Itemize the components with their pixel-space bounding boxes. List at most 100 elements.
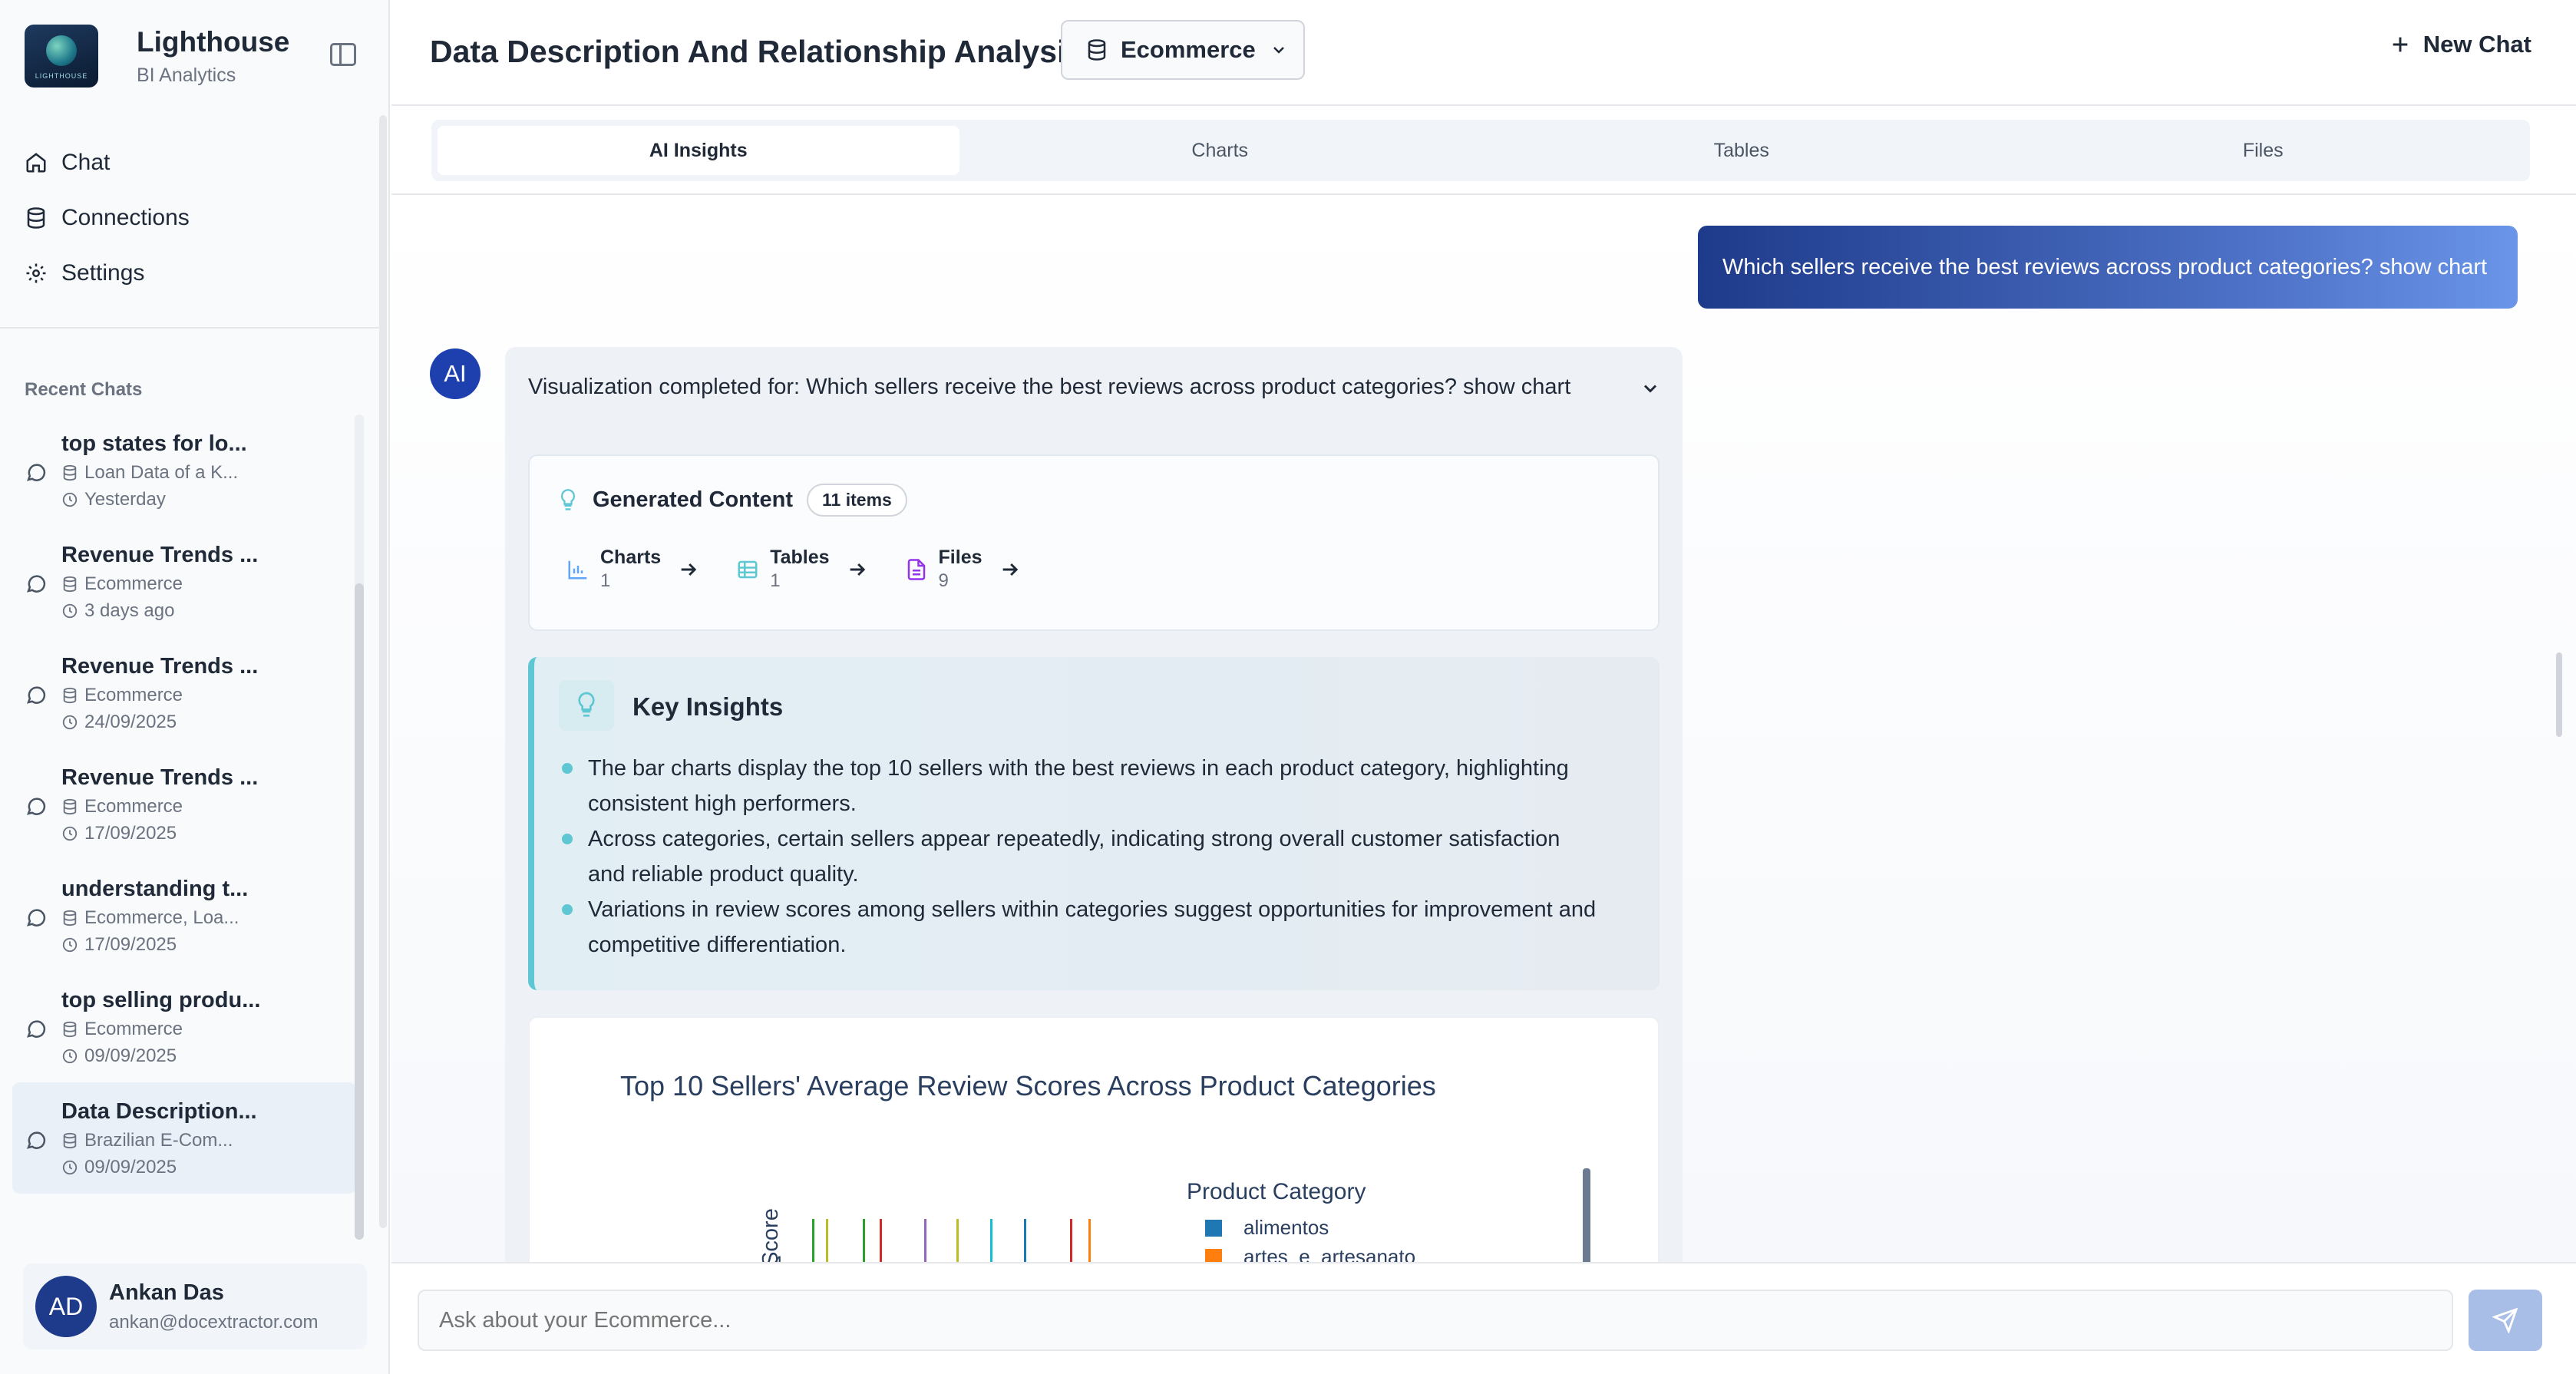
generated-item-name: Charts bbox=[600, 547, 662, 568]
send-button[interactable] bbox=[2469, 1290, 2542, 1351]
generated-tables-link[interactable]: Tables 1 bbox=[736, 547, 867, 592]
main-nav: Chat Connections Settings bbox=[25, 135, 190, 301]
recent-chat-source: Brazilian E-Com... bbox=[84, 1130, 233, 1151]
bar-mark[interactable] bbox=[1070, 1219, 1072, 1262]
recent-chat-source: Ecommerce, Loa... bbox=[84, 907, 239, 928]
chart-panel: Top 10 Sellers' Average Review Scores Ac… bbox=[528, 1016, 1660, 1262]
recent-chat-time: 17/09/2025 bbox=[84, 823, 177, 844]
recent-chat-source: Ecommerce bbox=[84, 573, 183, 594]
chevron-down-icon bbox=[1273, 47, 1284, 54]
arrow-right-icon bbox=[1002, 563, 1018, 576]
recent-chat-item[interactable]: Revenue Trends ... Ecommerce 17/09/2025 bbox=[12, 748, 356, 860]
recent-chat-time: 24/09/2025 bbox=[84, 712, 177, 732]
database-icon bbox=[27, 207, 45, 229]
database-icon bbox=[63, 1132, 77, 1149]
new-chat-button[interactable]: New Chat bbox=[2389, 31, 2531, 58]
clock-icon bbox=[62, 1160, 78, 1175]
nav-item-chat[interactable]: Chat bbox=[25, 135, 190, 190]
message-icon bbox=[26, 1131, 46, 1149]
brand-subtitle: BI Analytics bbox=[137, 64, 236, 86]
lightbulb-icon bbox=[560, 488, 576, 510]
page-title: Data Description And Relationship Analys… bbox=[430, 34, 1084, 69]
recent-chat-item[interactable]: Revenue Trends ... Ecommerce 3 days ago bbox=[12, 526, 356, 637]
bar-chart-icon bbox=[568, 560, 587, 579]
recent-list-scroll-thumb[interactable] bbox=[355, 583, 364, 1240]
recent-chat-item-active[interactable]: Data Description... Brazilian E-Com... 0… bbox=[12, 1082, 356, 1194]
legend-item[interactable]: alimentos bbox=[1205, 1216, 1329, 1240]
message-icon bbox=[26, 1020, 46, 1038]
clock-icon bbox=[62, 937, 78, 953]
bar-mark[interactable] bbox=[1088, 1219, 1091, 1262]
generated-item-count: 1 bbox=[600, 570, 611, 591]
sidebar-scrollbar[interactable] bbox=[379, 115, 387, 1228]
recent-chat-time: 17/09/2025 bbox=[84, 934, 177, 955]
recent-chat-source: Ecommerce bbox=[84, 796, 183, 817]
ai-response-header[interactable]: Visualization completed for: Which selle… bbox=[528, 375, 1571, 399]
database-select-label: Ecommerce bbox=[1121, 36, 1256, 63]
tab-charts[interactable]: Charts bbox=[1191, 139, 1249, 161]
top-header: Data Description And Relationship Analys… bbox=[391, 0, 2576, 106]
legend-scrollbar[interactable] bbox=[1583, 1168, 1590, 1262]
database-select[interactable]: Ecommerce bbox=[1061, 20, 1305, 80]
tab-ai-insights[interactable]: AI Insights bbox=[438, 126, 959, 175]
bar-chart bbox=[812, 1219, 1091, 1262]
user-profile[interactable]: AD Ankan Das ankan@docextractor.com bbox=[23, 1263, 367, 1349]
brand-title: Lighthouse bbox=[137, 25, 290, 58]
recent-chats-title: Recent Chats bbox=[25, 379, 143, 400]
new-chat-label: New Chat bbox=[2422, 31, 2531, 58]
tab-files[interactable]: Files bbox=[2242, 139, 2284, 161]
clock-icon bbox=[62, 826, 78, 841]
recent-chat-item[interactable]: top selling produ... Ecommerce 09/09/202… bbox=[12, 971, 356, 1082]
message-icon bbox=[26, 909, 46, 926]
generated-files-link[interactable]: Files 9 bbox=[905, 547, 1021, 592]
bar-mark[interactable] bbox=[812, 1219, 814, 1262]
lightbulb-icon bbox=[578, 692, 595, 717]
message-icon bbox=[26, 798, 46, 815]
brand-logo-text: LIGHTHOUSE bbox=[35, 72, 88, 80]
content-scrollbar[interactable] bbox=[2556, 652, 2562, 737]
recent-chat-title: understanding t... bbox=[61, 877, 249, 901]
bar-mark[interactable] bbox=[863, 1219, 865, 1262]
sidebar: LIGHTHOUSE Lighthouse BI Analytics Chat … bbox=[0, 0, 390, 1374]
ai-response-card: Visualization completed for: Which selle… bbox=[505, 347, 1683, 1262]
insight-item: Across categories, certain sellers appea… bbox=[559, 821, 1603, 892]
legend-label: artes_e_artesanato bbox=[1243, 1245, 1416, 1262]
recent-chat-title: top states for lo... bbox=[61, 431, 247, 456]
arrow-right-icon bbox=[850, 563, 865, 576]
clock-icon bbox=[62, 603, 78, 619]
message-icon bbox=[26, 686, 46, 704]
recent-chat-item[interactable]: top states for lo... Loan Data of a K...… bbox=[12, 415, 356, 526]
tabs-divider bbox=[391, 193, 2576, 195]
chevron-down-icon[interactable] bbox=[1640, 378, 1661, 399]
sidebar-toggle-icon[interactable] bbox=[330, 43, 356, 66]
message-icon bbox=[26, 464, 46, 481]
legend-item[interactable]: artes_e_artesanato bbox=[1205, 1245, 1415, 1262]
nav-item-settings[interactable]: Settings bbox=[25, 246, 190, 301]
bar-mark[interactable] bbox=[826, 1219, 828, 1262]
recent-chat-title: top selling produ... bbox=[61, 988, 261, 1012]
legend-swatch bbox=[1205, 1248, 1222, 1262]
home-icon bbox=[26, 153, 46, 173]
key-insights-title: Key Insights bbox=[632, 692, 784, 721]
send-icon bbox=[2492, 1307, 2518, 1333]
message-icon bbox=[26, 575, 46, 593]
recent-chat-title: Data Description... bbox=[61, 1099, 257, 1124]
recent-chat-item[interactable]: understanding t... Ecommerce, Loa... 17/… bbox=[12, 860, 356, 971]
generated-charts-link[interactable]: Charts 1 bbox=[566, 547, 699, 592]
chat-input[interactable] bbox=[418, 1290, 2453, 1351]
clock-icon bbox=[62, 1049, 78, 1064]
nav-label: Chat bbox=[61, 150, 111, 175]
legend-swatch bbox=[1205, 1219, 1222, 1237]
tab-tables[interactable]: Tables bbox=[1713, 139, 1769, 161]
recent-chat-item[interactable]: Revenue Trends ... Ecommerce 24/09/2025 bbox=[12, 637, 356, 748]
arrow-right-icon bbox=[681, 563, 697, 576]
brand-logo: LIGHTHOUSE bbox=[25, 25, 98, 88]
bar-mark[interactable] bbox=[990, 1219, 992, 1262]
bar-mark[interactable] bbox=[924, 1219, 926, 1262]
recent-chat-list: top states for lo... Loan Data of a K...… bbox=[12, 415, 356, 1194]
bar-mark[interactable] bbox=[1024, 1219, 1026, 1262]
bar-mark[interactable] bbox=[956, 1219, 959, 1262]
nav-item-connections[interactable]: Connections bbox=[25, 190, 190, 246]
plus-icon bbox=[2393, 37, 2408, 52]
bar-mark[interactable] bbox=[880, 1219, 882, 1262]
